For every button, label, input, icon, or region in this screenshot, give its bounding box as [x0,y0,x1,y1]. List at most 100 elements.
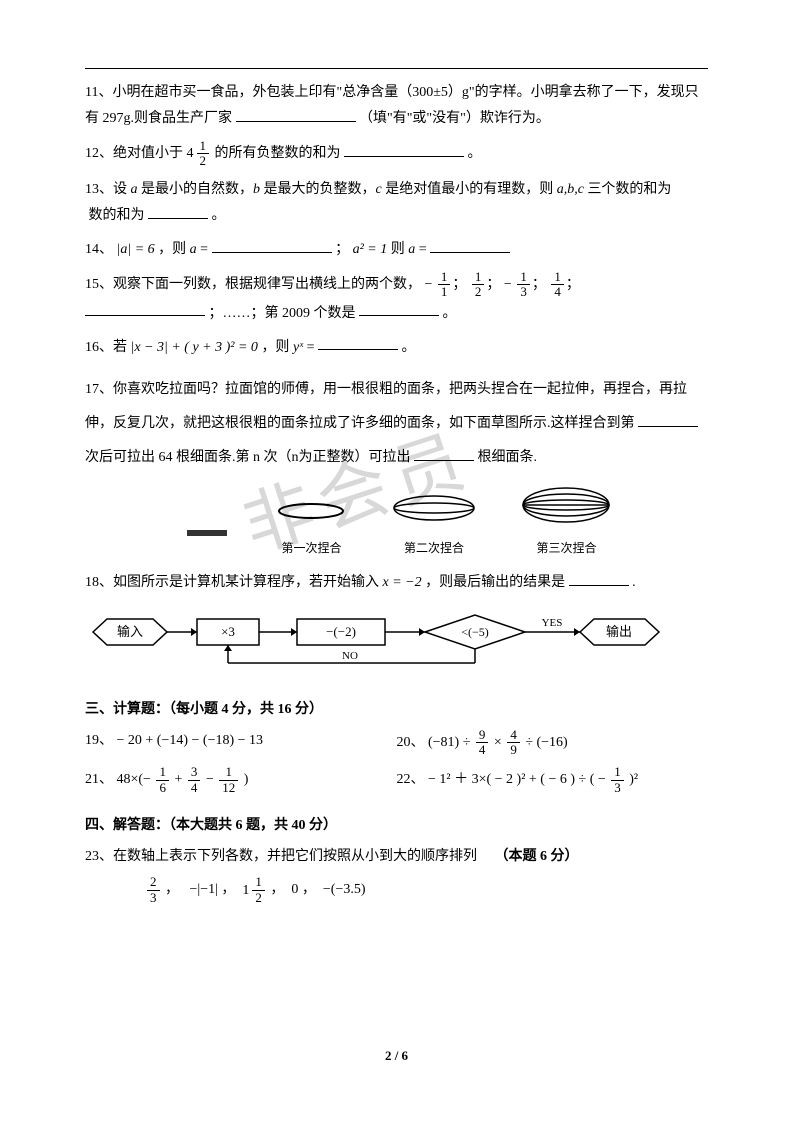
question-23: 23、在数轴上表示下列各数，并把它们按照从小到大的顺序排列 （本题 6 分） 2… [85,844,708,905]
q15-text-b: ；……；第 2009 个数是 [209,305,356,320]
q14-expr-b: a² = 1 [353,242,388,257]
q14-blank-2[interactable] [430,236,510,253]
seq0d: 1 [438,285,451,299]
seq1n: 1 [472,270,485,285]
q16-text-a: 16、若 [85,339,131,354]
q11-blank[interactable] [236,105,356,122]
noodle-item-0 [179,518,234,560]
page-footer: 2 / 6 [0,1044,793,1067]
flow-step1: ×3 [221,624,235,639]
noodle-label-1: 第一次捏合 [274,538,349,560]
question-21: 21、 48×(− 16 + 34 − 112 ) [85,765,397,795]
q13-text-f: 。 [212,208,226,223]
q21-f3n: 1 [219,765,238,780]
seq2n: 1 [517,270,530,285]
q20-times: × [494,735,502,750]
noodle-shape-0 [179,518,234,548]
q13-text-a: 13、设 [85,182,131,197]
q12-text-c: 。 [468,146,482,161]
q14-text-c: = [200,242,211,257]
q15-seq: − 11； 12； − 13； 14； [425,277,580,292]
noodle-item-2: 第二次捏合 [389,490,479,559]
flow-input: 输入 [117,624,143,639]
q20-label: 20、 [397,735,425,750]
q18-expr: x = −2 [383,575,422,590]
q13-text-c: 是最大的负整数， [264,182,376,197]
q12-text-a: 12、绝对值小于 [85,146,183,161]
flowchart: 输入 ×3 −(−2) <(−5) YES 输出 NO [85,607,708,686]
question-20: 20、 (−81) ÷ 94 × 49 ÷ (−16) [397,728,709,758]
flow-no: NO [342,650,358,662]
question-16: 16、若 |x − 3| + ( y + 3 )² = 0 ，则 yˣ = 。 [85,334,708,360]
question-17: 17、你喜欢吃拉面吗？拉面馆的师傅，用一根很粗的面条，把两头捏合在一起拉伸，再捏… [85,373,708,559]
q20-expr-a: (−81) ÷ [428,735,470,750]
q17-blank-1[interactable] [638,410,698,427]
q14-var-a: a [190,242,197,257]
q22-fn: 1 [611,765,624,780]
noodle-shape-2 [389,490,479,526]
q19-expr: − 20 + (−14) − (−18) − 13 [117,733,264,748]
q14-blank-1[interactable] [212,236,332,253]
q22-label: 22、 [397,772,425,787]
q23-n2: −|−1| [190,882,218,897]
q23-n4: 0 [291,882,298,897]
q13-blank[interactable] [148,202,208,219]
q23-n3d: 2 [252,891,265,905]
q22-expr-b: )² [629,772,638,787]
q21-f1n: 1 [156,765,169,780]
q12-blank[interactable] [344,140,464,157]
q16-text-d: 。 [402,339,416,354]
q12-whole: 4 [187,141,194,166]
q17-text-c: 根细面条. [478,450,538,465]
noodle-shape-3 [519,484,614,526]
q20-f1n: 9 [476,728,489,743]
q18-blank[interactable] [569,569,629,586]
q12-mixed-fraction: 4 12 [187,139,212,169]
top-rule [85,68,708,69]
flow-step2: −(−2) [326,624,356,639]
noodle-diagram: 第一次捏合 第二次捏合 第三次捏合 [85,484,708,559]
q23-n1d: 3 [147,891,160,905]
noodle-item-1: 第一次捏合 [274,496,349,559]
q21-f2d: 4 [188,781,201,795]
seq2d: 3 [517,285,530,299]
q23-n3: 1 12 [242,875,267,905]
q17-blank-2[interactable] [414,444,474,461]
question-13: 13、设 a 是最小的自然数，b 是最大的负整数，c 是绝对值最小的有理数，则 … [85,177,708,228]
q13-vars: a,b,c [557,182,584,197]
q17-text-b: 次后可拉出 64 根细面条.第 n 次（n为正整数）可拉出 [85,450,411,465]
q11-text-b: （填"有"或"没有"）欺诈行为。 [359,111,550,126]
q23-text-a: 23、在数轴上表示下列各数，并把它们按照从小到大的顺序排列 [85,849,477,864]
q21-f2n: 3 [188,765,201,780]
q22-fd: 3 [611,781,624,795]
question-15: 15、观察下面一列数，根据规律写出横线上的两个数， − 11； 12； − 13… [85,270,708,326]
q12-text-b: 的所有负整数的和为 [215,146,341,161]
q12-den: 2 [197,154,210,168]
seq0n: 1 [438,270,451,285]
seq3n: 1 [551,270,564,285]
q23-n3n: 1 [252,875,265,890]
seq1d: 2 [472,285,485,299]
q13-text-b: 是最小的自然数， [141,182,253,197]
question-22: 22、 − 1² ＋ 3×( − 2 )² + ( − 6 ) ÷ ( − 13… [397,765,709,795]
q15-blank-2[interactable] [359,300,439,317]
q23-n1n: 2 [147,875,160,890]
q14-text-a: 14、 [85,242,113,257]
q21-q22-row: 21、 48×(− 16 + 34 − 112 ) 22、 − 1² ＋ 3×(… [85,765,708,803]
q19-q20-row: 19、 − 20 + (−14) − (−18) − 13 20、 (−81) … [85,728,708,766]
q19-label: 19、 [85,733,113,748]
q20-f2n: 4 [507,728,520,743]
q23-numbers: 23 ， −|−1| ， 1 12 ， 0 ， −(−3.5) [145,875,708,905]
q21-expr-a: 48×(− [117,772,151,787]
q14-text-e: 则 [391,242,409,257]
q23-n3w: 1 [242,878,249,903]
q20-expr-b: ÷ (−16) [525,735,567,750]
section-3-title: 三、计算题：（每小题 4 分，共 16 分） [85,697,708,722]
q15-blank-1[interactable] [85,300,205,317]
noodle-label-2: 第二次捏合 [389,538,479,560]
q16-blank[interactable] [318,334,398,351]
q18-text-a: 18、如图所示是计算机某计算程序，若开始输入 [85,575,383,590]
q21-label: 21、 [85,772,113,787]
q14-var-b: a [408,242,415,257]
q21-f3d: 12 [219,781,238,795]
